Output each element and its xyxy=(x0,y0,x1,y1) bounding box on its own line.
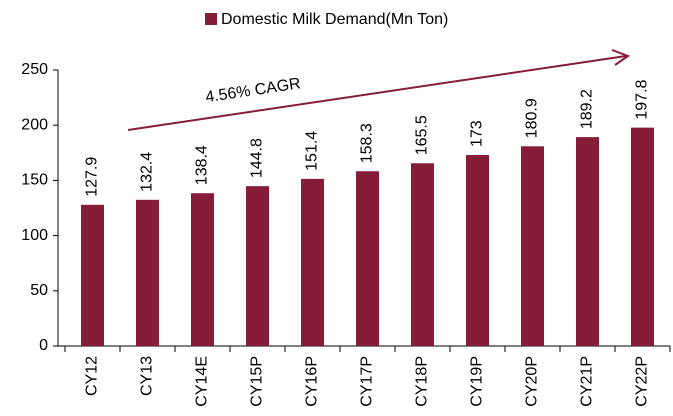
x-tick-label: CY19P xyxy=(469,356,486,407)
y-tick-label: 250 xyxy=(21,61,48,78)
arrow-head xyxy=(611,49,631,66)
value-label: 165.5 xyxy=(414,115,431,155)
x-tick-label: CY16P xyxy=(304,356,321,407)
x-tick-label: CY17P xyxy=(359,356,376,407)
x-tick-label: CY22P xyxy=(634,356,651,407)
bar xyxy=(356,171,379,346)
x-tick-label: CY12 xyxy=(84,356,101,396)
y-tick-label: 0 xyxy=(39,337,48,354)
y-tick-label: 100 xyxy=(21,227,48,244)
bar xyxy=(81,204,104,346)
value-label: 197.8 xyxy=(634,79,651,119)
y-tick-label: 50 xyxy=(30,282,48,299)
bar xyxy=(411,163,434,346)
value-label: 144.8 xyxy=(249,138,266,178)
value-label: 138.4 xyxy=(194,145,211,185)
bar xyxy=(191,193,214,346)
value-label: 180.9 xyxy=(524,98,541,138)
value-label: 158.3 xyxy=(359,123,376,163)
bar xyxy=(576,137,599,346)
legend-swatch xyxy=(205,13,217,25)
x-tick-label: CY21P xyxy=(579,356,596,407)
cagr-arrow xyxy=(127,55,627,131)
value-label: 189.2 xyxy=(579,89,596,129)
value-label: 151.4 xyxy=(304,131,321,171)
x-tick-label: CY14E xyxy=(194,356,211,407)
bar xyxy=(136,199,159,346)
x-tick-label: CY20P xyxy=(524,356,541,407)
bar xyxy=(466,155,489,346)
bar xyxy=(631,127,654,346)
bar xyxy=(246,186,269,346)
y-tick-label: 200 xyxy=(21,116,48,133)
y-tick-label: 150 xyxy=(21,172,48,189)
value-label: 132.4 xyxy=(139,152,156,192)
legend-label: Domestic Milk Demand(Mn Ton) xyxy=(221,11,448,28)
value-label: 173 xyxy=(469,120,486,147)
value-label: 127.9 xyxy=(84,157,101,197)
bar xyxy=(521,146,544,346)
x-tick-label: CY15P xyxy=(249,356,266,407)
x-tick-label: CY13 xyxy=(139,356,156,396)
bar xyxy=(301,178,324,346)
annotation: 4.56% CAGR xyxy=(204,75,302,106)
x-tick-label: CY18P xyxy=(414,356,431,407)
